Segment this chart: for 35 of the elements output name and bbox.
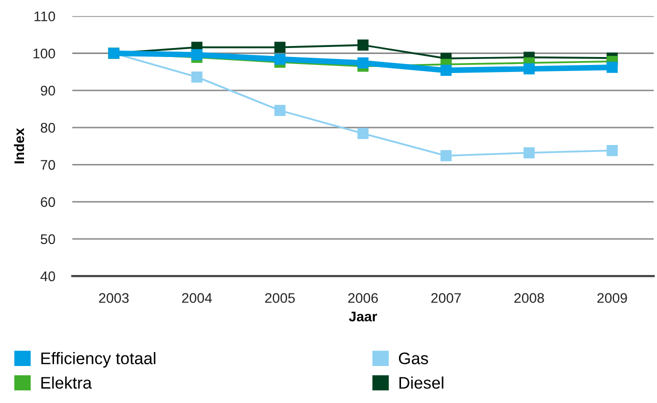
x-tick-label: 2005 (265, 293, 295, 303)
point (191, 71, 202, 83)
point (274, 54, 286, 65)
x-axis-title: Jaar (348, 312, 378, 322)
x-tick-label: 2009 (597, 293, 627, 303)
y-tick-label: 40 (40, 271, 56, 282)
y-tick-label: 50 (40, 234, 56, 244)
point (357, 128, 369, 140)
y-tick-label: 70 (40, 160, 56, 170)
x-tick-label: 2008 (514, 293, 544, 303)
y-tick-label: 100 (33, 48, 56, 58)
legend-label: Elektra (41, 376, 92, 389)
point (440, 64, 452, 76)
point (524, 147, 535, 158)
point (606, 144, 618, 156)
point (191, 49, 202, 60)
y-tick-label: 90 (40, 86, 56, 96)
legend-label: Diesel (399, 376, 444, 389)
point (274, 42, 286, 53)
point (606, 62, 618, 73)
y-axis-title: Index (14, 128, 24, 164)
y-tick-label: 110 (34, 11, 56, 22)
x-tick-label: 2004 (182, 293, 212, 303)
x-tick-label: 2003 (99, 293, 129, 303)
y-tick-label: 60 (40, 197, 56, 207)
y-tick-label: 80 (40, 122, 56, 133)
point (357, 40, 369, 51)
point (440, 150, 452, 162)
x-tick-label: 2007 (431, 293, 461, 303)
point (274, 104, 286, 116)
legend-label: Gas (398, 352, 428, 364)
point (357, 57, 369, 68)
point (524, 63, 535, 74)
x-tick-label: 2006 (348, 293, 378, 303)
legend-label: Efficiency totaal (41, 352, 156, 368)
